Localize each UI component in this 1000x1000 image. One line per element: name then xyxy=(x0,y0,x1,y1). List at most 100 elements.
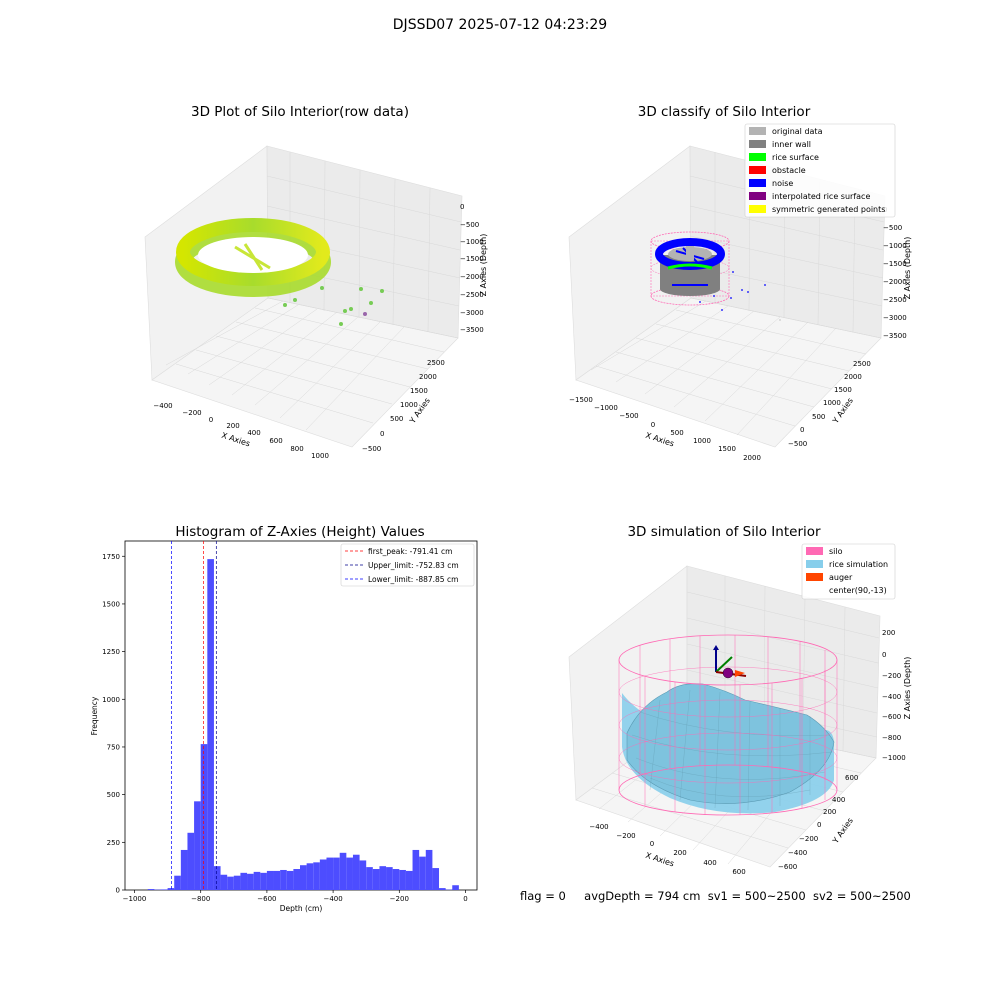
panel1-point-cloud xyxy=(175,218,384,326)
histogram-title: Histogram of Z-Axies (Height) Values xyxy=(175,524,425,540)
p1-ytick: 2000 xyxy=(419,373,437,381)
histogram-bar xyxy=(200,744,208,890)
legend-silo: silo xyxy=(829,547,843,556)
p1-xtick: 1000 xyxy=(311,452,329,460)
legend-original: original data xyxy=(772,127,823,136)
histogram-bar xyxy=(386,867,393,890)
histogram-bar xyxy=(379,866,387,890)
histogram-bar xyxy=(300,865,307,890)
histogram-bar xyxy=(392,869,400,890)
histogram-bar xyxy=(220,874,228,890)
p2-ytick: 1000 xyxy=(823,399,841,407)
legend-swatch-rice-sim xyxy=(806,560,823,568)
p2-xtick: −1500 xyxy=(569,396,593,404)
p4-xtick: −200 xyxy=(616,832,635,840)
p4-ztick: 200 xyxy=(882,629,895,637)
p1-ytick: 1000 xyxy=(400,401,418,409)
histogram-bar xyxy=(247,873,254,890)
histogram-bar xyxy=(240,872,248,890)
p4-ztick: −400 xyxy=(882,693,901,701)
histogram-bar xyxy=(174,875,181,890)
p1-ztick: −500 xyxy=(460,221,479,229)
legend-swatch-noise xyxy=(749,179,766,187)
panel2-title: 3D classify of Silo Interior xyxy=(637,104,811,120)
p1-ytick: 1500 xyxy=(410,387,428,395)
histogram-bar xyxy=(266,870,274,890)
legend-swatch-obstacle xyxy=(749,166,766,174)
p2-ztick: −500 xyxy=(883,224,902,232)
p4-ytick: −400 xyxy=(788,849,807,857)
histogram-bar xyxy=(233,875,241,890)
panel2-noise-outliers xyxy=(699,271,766,311)
panel1-title: 3D Plot of Silo Interior(row data) xyxy=(191,104,409,120)
p1-xtick: 0 xyxy=(209,416,213,424)
histogram-x-ticks: −1000 −800 −600 −400 −200 0 xyxy=(123,890,468,903)
p2-ytick: 0 xyxy=(800,426,804,434)
panel1-outlier-points xyxy=(283,286,384,326)
ring-upper xyxy=(176,218,330,286)
p4-ztick: −1000 xyxy=(882,754,906,762)
sv2-text: sv2 = 500~2500 xyxy=(812,889,911,903)
histogram-bar xyxy=(286,870,294,890)
legend-rice-sim: rice simulation xyxy=(829,560,888,569)
histogram-bar xyxy=(213,866,221,890)
histogram-xtick-label: 0 xyxy=(463,895,467,903)
histogram-bar xyxy=(432,868,440,890)
p4-ztick: −200 xyxy=(882,672,901,680)
p4-ytick: 0 xyxy=(817,821,821,829)
panel1-outlier-purple xyxy=(363,312,367,316)
histogram-bar xyxy=(412,849,420,890)
histogram-bar xyxy=(399,869,406,890)
p4-xtick: 400 xyxy=(703,859,716,867)
p2-zlabel: Z Axies (Depth) xyxy=(903,237,912,300)
p1-ztick: −2000 xyxy=(460,273,484,281)
legend-center: center(90,-13) xyxy=(829,586,887,595)
legend-upper-limit: Upper_limit: -752.83 cm xyxy=(368,561,459,570)
p2-ztick: −2000 xyxy=(883,278,907,286)
p2-ytick: 2500 xyxy=(853,360,871,368)
p1-xtick: 800 xyxy=(290,445,303,453)
panel2-3d-axes xyxy=(568,145,886,448)
p2-legend-box xyxy=(744,123,896,218)
histogram-xlabel: Depth (cm) xyxy=(280,904,323,913)
p4-ytick: 400 xyxy=(832,796,845,804)
p1-ztick: −1000 xyxy=(460,238,484,246)
histogram-xtick-label: −200 xyxy=(390,895,409,903)
p4-xlabel: X Axies xyxy=(644,851,675,869)
flag-text: flag = 0 xyxy=(520,889,566,903)
ring-debris xyxy=(234,243,271,271)
histogram-legend-box xyxy=(340,543,475,587)
p1-ytick: 2500 xyxy=(427,359,445,367)
histogram-bar xyxy=(319,859,327,890)
histogram-bar xyxy=(147,889,155,890)
legend-swatch-rice-surface xyxy=(749,153,766,161)
p4-ztick: −800 xyxy=(882,734,901,742)
legend-swatch-interpolated xyxy=(749,192,766,200)
legend-lower-limit: Lower_limit: -887.85 cm xyxy=(368,575,458,584)
p2-ztick: −3500 xyxy=(883,332,907,340)
histogram-axes: −1000 −800 −600 −400 −200 0 0 250 500 750 1000 125… xyxy=(90,540,478,913)
p4-ytick: −200 xyxy=(799,835,818,843)
histogram-bar xyxy=(326,857,334,890)
auger-marker xyxy=(713,645,747,679)
p4-xtick: −400 xyxy=(589,823,608,831)
histogram-bar xyxy=(452,885,459,890)
p2-xtick: 1000 xyxy=(693,437,711,445)
p4-ytick: 600 xyxy=(845,774,858,782)
histogram-xtick-label: −1000 xyxy=(123,895,147,903)
p1-xtick: −400 xyxy=(153,402,172,410)
p2-ytick: −500 xyxy=(788,440,807,448)
panel4-legend: silo rice simulation auger center(90,-13… xyxy=(801,543,896,600)
p4-legend-box xyxy=(801,543,896,600)
p4-xtick: 200 xyxy=(673,849,686,857)
panel4-title: 3D simulation of Silo Interior xyxy=(627,524,821,540)
p2-ztick: −3000 xyxy=(883,314,907,322)
histogram-ylabel: Frequency xyxy=(90,696,99,735)
legend-swatch-symmetric xyxy=(749,205,766,213)
histogram-bar xyxy=(273,870,281,890)
histogram-xtick-label: −400 xyxy=(323,895,342,903)
histogram-bar xyxy=(313,862,320,890)
histogram-bar xyxy=(253,871,261,890)
status-footer: flag = 0 avgDepth = 794 cm sv1 = 500~250… xyxy=(520,889,911,903)
